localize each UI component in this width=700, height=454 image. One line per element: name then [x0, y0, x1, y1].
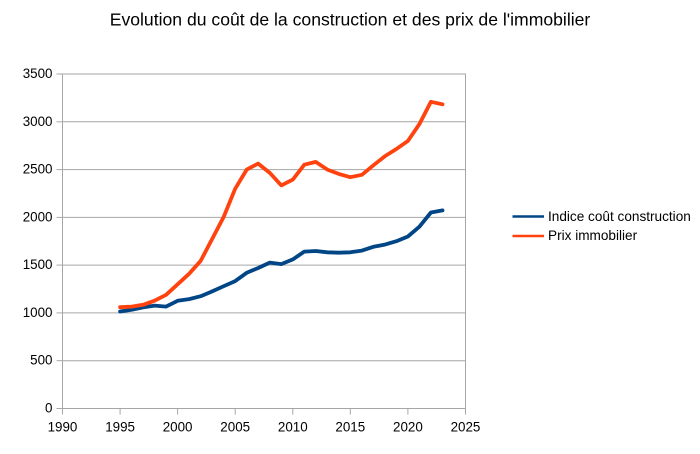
svg-text:2015: 2015: [335, 419, 365, 434]
svg-text:3500: 3500: [23, 66, 53, 81]
svg-text:2000: 2000: [163, 419, 193, 434]
svg-text:1500: 1500: [23, 257, 53, 272]
svg-text:1000: 1000: [23, 305, 53, 320]
svg-text:0: 0: [45, 401, 52, 416]
svg-text:2010: 2010: [278, 419, 308, 434]
svg-text:Prix immobilier: Prix immobilier: [548, 228, 638, 243]
svg-text:2005: 2005: [220, 419, 250, 434]
svg-text:2020: 2020: [393, 419, 423, 434]
svg-text:1990: 1990: [48, 419, 78, 434]
svg-text:2500: 2500: [23, 162, 53, 177]
svg-text:1995: 1995: [105, 419, 135, 434]
svg-text:Indice coût construction: Indice coût construction: [548, 209, 691, 224]
svg-text:2025: 2025: [451, 419, 481, 434]
svg-text:3000: 3000: [23, 114, 53, 129]
svg-text:Evolution du coût de la constr: Evolution du coût de la construction et …: [110, 9, 591, 29]
svg-text:500: 500: [30, 353, 52, 368]
svg-text:2000: 2000: [23, 209, 53, 224]
